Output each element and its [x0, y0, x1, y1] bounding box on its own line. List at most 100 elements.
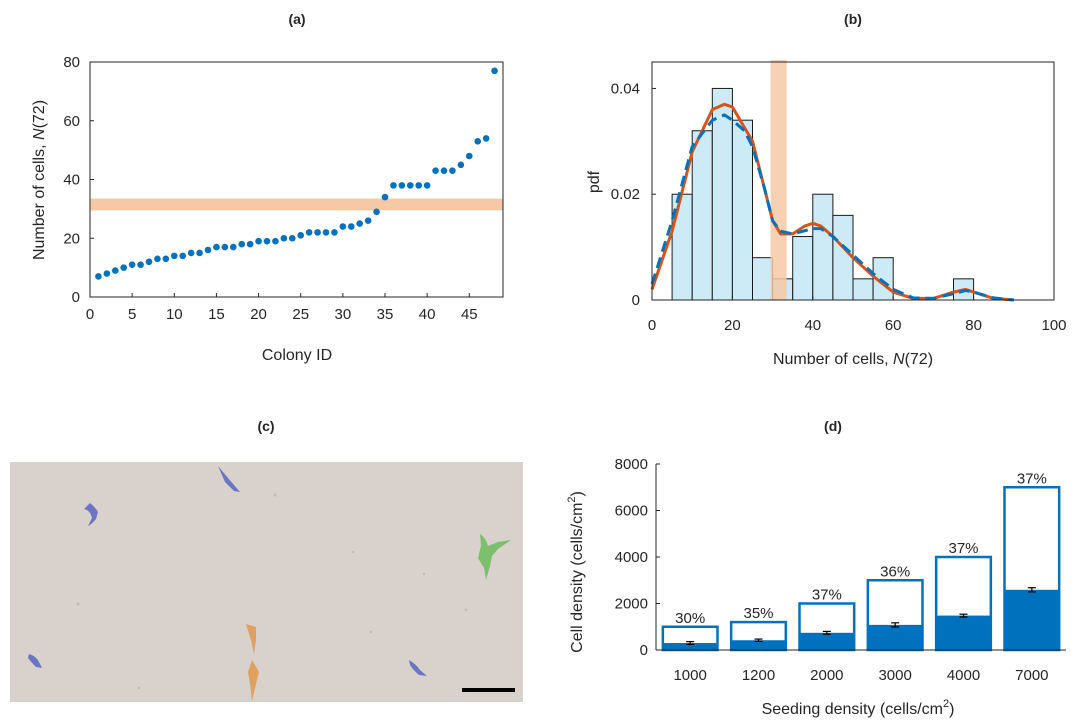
panel-a-data-point	[322, 229, 330, 236]
panel-a-data-point	[406, 182, 414, 189]
panel-d-measured-bar	[662, 643, 718, 650]
panel-b-dashed-curve	[650, 113, 1014, 302]
panel-a-data-point	[120, 264, 128, 271]
blue-cell	[28, 654, 42, 668]
panel-c-micrograph	[10, 462, 523, 702]
panel-b-reference-band	[770, 60, 787, 300]
panel-a-data-point	[162, 255, 170, 263]
panel-d-percent-label: 36%	[880, 563, 910, 580]
panel-d-xtick-label: 1000	[673, 667, 706, 684]
panel-a-data-point	[137, 261, 144, 268]
panel-b-ytick-label: 0.02	[611, 186, 640, 203]
blue-cell	[84, 503, 98, 526]
panel-a-xtick-label: 10	[166, 306, 183, 323]
panel-a-data-point	[280, 234, 288, 242]
orange-cell	[248, 660, 259, 701]
panel-d-percent-label: 35%	[743, 605, 773, 622]
panel-b-xtick-label: 40	[804, 317, 821, 334]
panel-a-data-point	[373, 208, 380, 216]
panel-a-data-point	[213, 243, 220, 251]
panel-a-data-point	[449, 167, 456, 174]
panel-a-xtick-label: 20	[250, 306, 267, 323]
panel-a-data-point	[154, 255, 161, 263]
panel-a-xtick-label: 5	[128, 306, 136, 323]
panel-b-histogram-bar	[852, 278, 874, 301]
panel-b-xtick-label: 20	[724, 317, 741, 334]
blue-cell	[409, 660, 427, 676]
panel-a-data-point	[128, 261, 136, 268]
panel-a-data-point	[423, 182, 431, 189]
panel-d-xtick-label: 3000	[878, 667, 911, 684]
panel-d-measured-bar	[936, 615, 991, 650]
panel-a-data-point	[95, 273, 102, 280]
panel-a-xtick-label: 15	[208, 306, 225, 323]
panel-a-xlabel: Colony ID	[262, 347, 332, 364]
panel-b-histogram: 0 20 40 60 80 100 0 0.02 0.04 Number of cells, …	[586, 60, 1067, 368]
panel-a-xtick-label: 30	[335, 306, 352, 323]
panel-a-data-point	[364, 217, 372, 224]
panel-a-ytick-label: 20	[63, 230, 80, 247]
panel-a-data-point	[491, 67, 498, 75]
panel-a-data-point	[145, 258, 153, 266]
panel-a-data-point	[111, 267, 119, 274]
micrograph-background	[10, 462, 523, 702]
panel-c-title: (c)	[257, 418, 274, 434]
panel-a-data-point	[187, 249, 195, 257]
panel-a-data-point	[465, 152, 473, 160]
panel-a-data-point	[347, 223, 355, 230]
panel-a-data-point	[356, 220, 364, 227]
panel-a-data-point	[474, 138, 482, 145]
panel-a-reference-band	[90, 198, 503, 211]
panel-a-ytick-label: 60	[63, 113, 80, 130]
panel-a-data-point	[381, 193, 389, 201]
panel-a-data-point	[305, 229, 313, 236]
panel-d-bar-chart: 30% 35% 37% 36% 37% 37% 1000 1200 2000 3000 4000 7…	[566, 456, 1066, 718]
panel-a-data-point	[432, 167, 439, 174]
panel-b-histogram-bar	[691, 130, 713, 301]
panel-a-data-point	[196, 249, 203, 257]
panel-d-ytick-label: 8000	[615, 456, 648, 473]
panel-d-ytick-label: 6000	[615, 503, 648, 520]
panel-d-measured-bar	[1004, 589, 1060, 650]
green-cell	[478, 534, 511, 580]
panel-d-ytick-label: 2000	[615, 596, 648, 613]
panel-a-xtick-label: 40	[419, 306, 436, 323]
panel-a-data-point	[272, 237, 279, 245]
panel-a-data-point	[204, 246, 212, 254]
panel-a-data-point	[331, 229, 338, 236]
panel-d-ylabel: Cell density (cells/cm2)	[566, 491, 586, 653]
panel-a-xtick-label: 25	[292, 306, 309, 323]
panel-b-ytick-label: 0	[632, 292, 640, 309]
panel-a-data-point	[297, 232, 305, 239]
panel-b-xtick-label: 80	[965, 317, 982, 334]
panel-b-axes-box	[651, 61, 1055, 301]
scale-bar	[462, 688, 515, 692]
panel-a-xtick-label: 45	[461, 306, 478, 323]
panel-a-data-point	[221, 243, 229, 251]
panel-a-data-point	[170, 252, 178, 260]
panel-d-xlabel: Seeding density (cells/cm2)	[762, 698, 955, 718]
panel-a-data-point	[390, 182, 397, 189]
panel-b-histogram-bar	[752, 257, 774, 301]
panel-d-percent-label: 37%	[948, 540, 978, 557]
panel-a-data-point	[255, 237, 262, 245]
panel-b-xtick-label: 100	[1041, 317, 1066, 334]
panel-a-scatter: 0 5 10 15 20 25 30 35 40 45 0 20 40 60 80 Colony ID N…	[31, 54, 504, 364]
panel-d-measured-bar	[799, 632, 855, 650]
panel-d-xtick-label: 4000	[947, 667, 980, 684]
panel-b-histogram-bar	[832, 214, 854, 301]
panel-a-data-point	[339, 223, 347, 230]
panel-d-percent-label: 37%	[812, 587, 842, 604]
panel-a-ytick-label: 80	[63, 54, 80, 71]
panel-a-data-point	[179, 252, 187, 260]
panel-d-ytick-label: 0	[640, 642, 648, 659]
panel-a-data-point	[246, 240, 254, 248]
panel-a-data-point	[229, 243, 237, 251]
orange-cell	[246, 624, 256, 654]
panel-d-xtick-label: 2000	[810, 667, 843, 684]
panel-a-data-point	[314, 229, 321, 236]
panel-a-xtick-label: 0	[86, 306, 94, 323]
panel-b-ytick-label: 0.04	[611, 80, 640, 97]
panel-a-data-point	[263, 237, 271, 245]
panel-a-data-point	[415, 182, 423, 189]
